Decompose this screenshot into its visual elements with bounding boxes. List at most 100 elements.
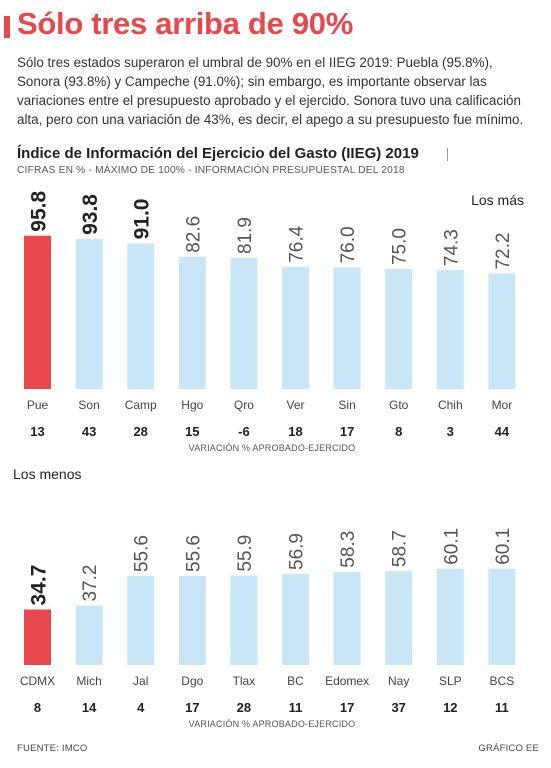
variation-value-qro: -6 (238, 424, 250, 439)
variation-value-nay: 37 (391, 700, 405, 715)
bar-nay (385, 571, 413, 665)
category-label-edomex: Edomex (325, 674, 369, 688)
variation-value-mor: 44 (495, 424, 510, 439)
value-label-chih: 74.3 (441, 229, 462, 266)
category-label-bc: BC (287, 674, 304, 688)
variation-value-gto: 8 (395, 424, 402, 439)
variation-group-bottom: 8 14 4 17 28 11 17 37 12 11 (34, 700, 509, 715)
bar-ver (282, 266, 309, 389)
category-label-tlax: Tlax (233, 674, 256, 688)
value-label-group-top: 95.8 93.8 91.0 82.6 81.9 76.4 76.0 75.0 74.3 72.2 (28, 191, 514, 270)
variation-value-chih: 3 (447, 424, 454, 439)
variation-group-top: 13 43 28 15 -6 18 17 8 3 44 (30, 424, 510, 439)
chart-panel-top: Los más 95.8 93.8 91.0 82.6 81.9 76.4 76.0 75.0… (24, 191, 524, 453)
chart-title: Índice de Información del Ejercicio del … (17, 145, 419, 162)
bar-edomex (333, 571, 361, 665)
value-label-jal: 55.6 (132, 535, 153, 572)
value-label-gto: 75.0 (390, 228, 411, 265)
bar-sin (333, 267, 361, 389)
bar-dgo (178, 576, 206, 665)
variation-value-dgo: 17 (185, 700, 199, 715)
value-label-pue: 95.8 (28, 191, 51, 232)
value-label-hgo: 82.6 (183, 216, 204, 253)
value-label-slp: 60.1 (441, 528, 462, 565)
category-label-mor: Mor (492, 398, 513, 412)
headline-accent-bar (4, 16, 10, 38)
bar-mich (75, 605, 103, 665)
variation-value-hgo: 15 (185, 424, 199, 439)
bar-bcs (488, 568, 516, 665)
value-label-bc: 56.9 (287, 533, 308, 570)
bar-bc (282, 574, 309, 665)
value-label-mor: 72.2 (493, 233, 514, 270)
variation-caption-top: VARIACIÓN % APROBADO-EJERCIDO (189, 443, 356, 453)
category-label-jal: Jal (133, 674, 148, 688)
category-label-hgo: Hgo (181, 398, 203, 412)
category-label-chih: Chih (438, 398, 463, 412)
category-label-nay: Nay (388, 674, 409, 688)
bar-pue (24, 235, 51, 389)
headline: Sólo tres arriba de 90% (17, 6, 353, 41)
panel-label-bottom: Los menos (13, 466, 81, 482)
bar-cdmx (24, 609, 51, 665)
value-label-cdmx: 34.7 (28, 565, 51, 606)
bar-chih (436, 270, 464, 389)
value-label-bcs: 60.1 (493, 528, 514, 565)
category-label-cdmx: CDMX (20, 674, 55, 688)
bar-jal (127, 576, 155, 665)
value-label-ver: 76.4 (287, 225, 308, 262)
variation-value-pue: 13 (30, 424, 44, 439)
category-label-group-top: Pue Son Camp Hgo Qro Ver Sin Gto Chih Mor (27, 398, 512, 412)
bar-slp (436, 568, 464, 665)
bar-camp (127, 243, 155, 389)
variation-value-camp: 28 (133, 424, 147, 439)
variation-value-bc: 11 (289, 700, 303, 715)
variation-value-bcs: 11 (495, 700, 509, 715)
bar-gto (385, 269, 413, 389)
panel-label-top: Los más (471, 192, 524, 208)
bar-mor (488, 273, 516, 389)
title-divider (447, 148, 448, 161)
value-label-sin: 76.0 (338, 226, 359, 263)
value-label-edomex: 58.3 (338, 531, 359, 568)
bar-qro (230, 258, 258, 389)
variation-value-tlax: 28 (237, 700, 251, 715)
category-label-sin: Sin (338, 398, 355, 412)
category-label-dgo: Dgo (181, 674, 203, 688)
chart-panel-bottom: Los menos 34.7 37.2 55.6 55.6 55.9 56.9 58.3 58… (13, 466, 516, 729)
bar-group-bottom (24, 568, 516, 665)
value-label-mich: 37.2 (80, 565, 101, 602)
variation-value-ver: 18 (288, 424, 302, 439)
value-label-camp: 91.0 (131, 199, 154, 240)
value-label-son: 93.8 (79, 194, 102, 235)
variation-value-edomex: 17 (340, 700, 354, 715)
value-label-qro: 81.9 (235, 217, 256, 254)
variation-value-jal: 4 (137, 700, 145, 715)
variation-value-son: 43 (82, 424, 96, 439)
bar-group-top (24, 235, 516, 389)
intro-paragraph: Sólo tres estados superaron el umbral de… (17, 55, 524, 127)
category-label-slp: SLP (439, 674, 462, 688)
source-note: FUENTE: IMCO (17, 743, 88, 754)
graphic-credit: GRÁFICO EE (478, 743, 539, 754)
category-label-qro: Qro (234, 398, 254, 412)
category-label-ver: Ver (286, 398, 304, 412)
category-label-group-bottom: CDMX Mich Jal Dgo Tlax BC Edomex Nay SLP BCS (20, 674, 514, 688)
category-label-gto: Gto (389, 398, 409, 412)
value-label-tlax: 55.9 (235, 535, 256, 572)
variation-value-slp: 12 (443, 700, 457, 715)
value-label-dgo: 55.6 (183, 535, 204, 572)
chart-subtitle: CIFRAS EN % - MÁXIMO DE 100% - INFORMACI… (17, 165, 405, 176)
bar-hgo (178, 256, 206, 389)
variation-value-sin: 17 (340, 424, 354, 439)
variation-value-cdmx: 8 (34, 700, 41, 715)
value-label-group-bottom: 34.7 37.2 55.6 55.6 55.9 56.9 58.3 58.7 60.1 60.1 (28, 528, 514, 606)
category-label-pue: Pue (27, 398, 49, 412)
value-label-nay: 58.7 (390, 530, 411, 567)
category-label-bcs: BCS (490, 674, 515, 688)
category-label-mich: Mich (76, 674, 101, 688)
bar-son (75, 238, 103, 389)
category-label-camp: Camp (125, 398, 157, 412)
variation-value-mich: 14 (82, 700, 97, 715)
variation-caption-bottom: VARIACIÓN % APROBADO-EJERCIDO (189, 719, 356, 729)
